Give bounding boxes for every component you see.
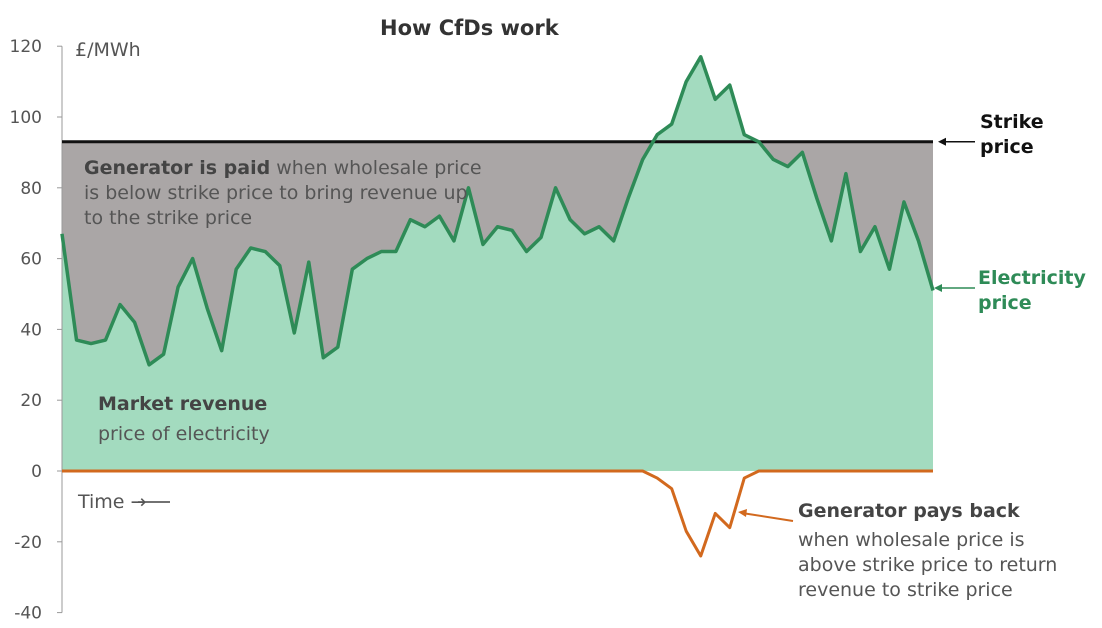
y-tick-label: 120 — [10, 37, 42, 57]
y-tick-label: 60 — [20, 250, 42, 270]
y-tick-label: 100 — [10, 108, 42, 128]
generator-paid-annotation: Generator is paid when wholesale price i… — [84, 156, 484, 231]
market-revenue-label: Market revenue — [98, 393, 268, 415]
y-tick-label: -20 — [14, 533, 42, 553]
pays-back-label: Generator pays back — [798, 500, 1020, 522]
y-tick-label: 80 — [20, 179, 42, 199]
x-axis-label: Time → — [78, 491, 147, 513]
strike-arrowhead-icon — [938, 137, 946, 146]
price-arrowhead-icon — [934, 284, 942, 292]
y-tick-label: 40 — [20, 320, 42, 340]
payback-arrow — [741, 512, 794, 522]
y-tick-label: 0 — [31, 462, 42, 482]
y-tick-label: 20 — [20, 391, 42, 411]
paid-bold: Generator is paid — [84, 157, 271, 179]
y-tick-label: -40 — [14, 604, 42, 624]
market-revenue-text: price of electricity — [98, 423, 270, 445]
paid-text: when wholesale price is below strike pri… — [84, 157, 482, 229]
strike-price-label: Strike price — [980, 111, 1044, 158]
payback-arrowhead-icon — [738, 509, 747, 517]
payback-line — [62, 469, 933, 558]
market-revenue-area — [62, 56, 933, 471]
pays-back-text: when wholesale price is above strike pri… — [798, 529, 1058, 601]
y-axis-label: £/MWh — [75, 39, 141, 61]
electricity-price-label: Electricity price — [978, 267, 1086, 314]
chart-title: How CfDs work — [380, 16, 559, 40]
